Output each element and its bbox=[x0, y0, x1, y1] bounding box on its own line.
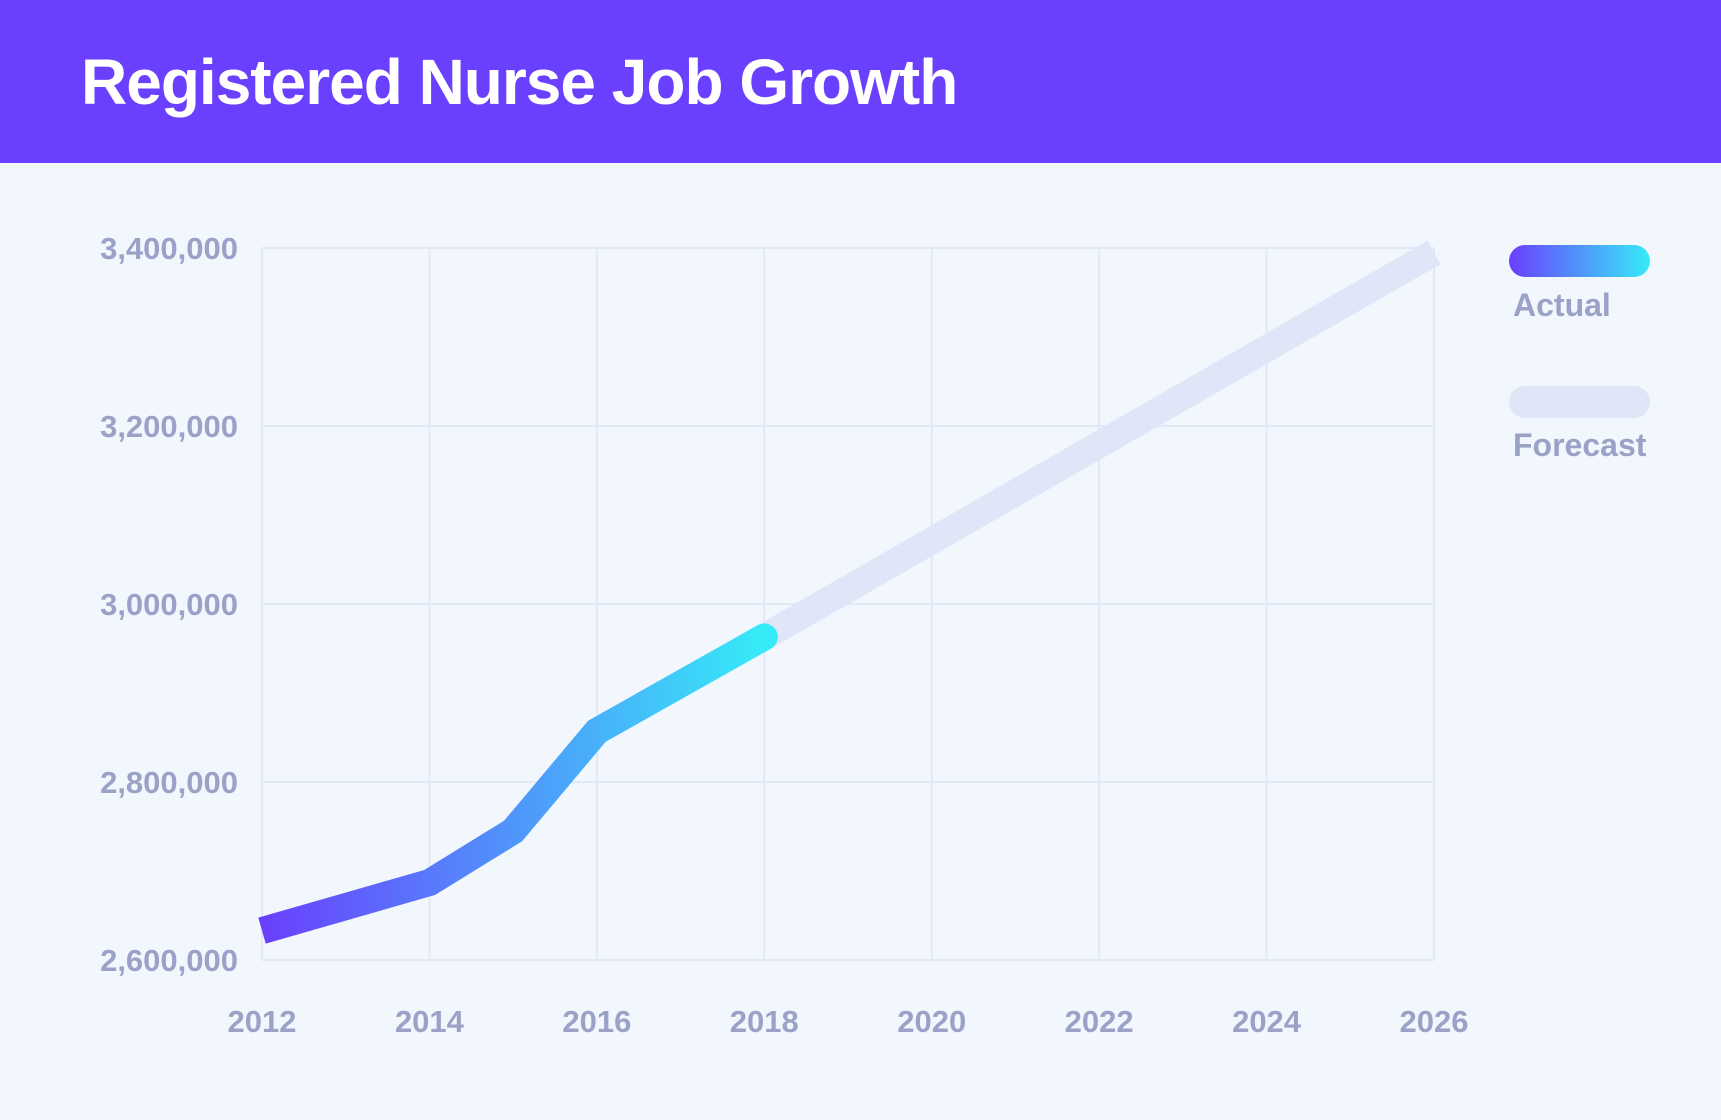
x-tick-label: 2020 bbox=[897, 1004, 966, 1039]
chart-series bbox=[258, 240, 1441, 944]
x-tick-label: 2014 bbox=[395, 1004, 465, 1039]
legend-swatch-actual bbox=[1509, 245, 1650, 277]
legend-label-forecast: Forecast bbox=[1513, 427, 1647, 463]
x-tick-label: 2016 bbox=[562, 1004, 631, 1039]
x-tick-label: 2026 bbox=[1400, 1004, 1469, 1039]
y-tick-label: 3,400,000 bbox=[100, 231, 238, 266]
x-tick-label: 2024 bbox=[1232, 1004, 1302, 1039]
y-tick-label: 3,000,000 bbox=[100, 587, 238, 622]
header-banner: Registered Nurse Job Growth bbox=[0, 0, 1721, 163]
chart-ticks: 2,600,000 2,800,000 3,000,000 3,200,000 3,40… bbox=[100, 231, 1468, 1039]
y-tick-label: 2,800,000 bbox=[100, 765, 238, 800]
series-endpoint-actual bbox=[750, 623, 778, 651]
y-tick-label: 2,600,000 bbox=[100, 943, 238, 978]
y-tick-label: 3,200,000 bbox=[100, 409, 238, 444]
page-title: Registered Nurse Job Growth bbox=[81, 46, 958, 118]
x-tick-label: 2018 bbox=[730, 1004, 799, 1039]
legend-swatch-forecast bbox=[1509, 386, 1650, 418]
x-tick-label: 2012 bbox=[228, 1004, 297, 1039]
chart-grid bbox=[261, 247, 1435, 961]
series-line-actual bbox=[258, 625, 771, 944]
chart-legend: Actual Forecast bbox=[1509, 245, 1650, 463]
legend-label-actual: Actual bbox=[1513, 287, 1611, 323]
x-tick-label: 2022 bbox=[1065, 1004, 1134, 1039]
series-line-forecast bbox=[757, 240, 1441, 649]
